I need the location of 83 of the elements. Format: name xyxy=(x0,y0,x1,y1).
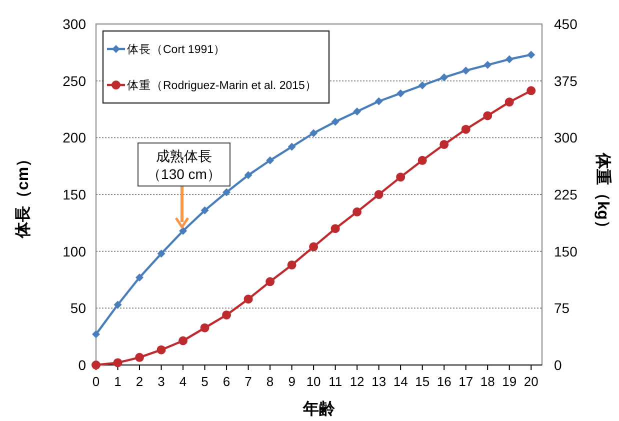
point xyxy=(113,358,122,368)
point xyxy=(136,273,144,282)
y2-tick-label: 375 xyxy=(554,72,578,89)
x-tick-label: 13 xyxy=(372,374,386,389)
x-tick-label: 2 xyxy=(136,374,144,389)
point xyxy=(353,108,362,116)
y2-tick-label: 450 xyxy=(554,16,578,32)
y-tick-label: 100 xyxy=(62,243,86,260)
y2-tick-label: 300 xyxy=(554,130,578,146)
y-axis-title: 体長（cm） xyxy=(14,150,32,240)
point xyxy=(288,142,296,151)
annotation: （130 cm） xyxy=(147,166,221,182)
point xyxy=(222,188,231,196)
x-tick-label: 1 xyxy=(114,374,122,389)
point xyxy=(505,55,514,64)
y-tick-label: 0 xyxy=(78,357,86,373)
y-tick-label: 300 xyxy=(62,16,86,32)
annotation: 成熟体長 xyxy=(156,148,212,164)
y2-tick-label: 150 xyxy=(554,243,578,260)
point xyxy=(200,323,210,332)
point xyxy=(374,97,383,106)
point xyxy=(330,224,340,234)
point xyxy=(156,345,166,354)
x-tick-label: 4 xyxy=(179,374,187,389)
x-tick-label: 19 xyxy=(502,374,517,389)
point xyxy=(418,81,426,90)
x-tick-label: 5 xyxy=(201,374,208,389)
point xyxy=(179,226,188,235)
point xyxy=(396,172,406,182)
x-tick-label: 6 xyxy=(222,374,230,389)
x-tick-label: 15 xyxy=(415,374,430,389)
x-tick-label: 9 xyxy=(288,374,296,389)
point xyxy=(200,206,209,214)
y2-tick-label: 75 xyxy=(554,300,570,316)
point xyxy=(310,129,318,138)
point xyxy=(440,73,448,82)
x-tick-label: 20 xyxy=(524,374,538,389)
point xyxy=(287,260,296,270)
x-tick-label: 11 xyxy=(328,374,342,389)
point xyxy=(527,50,536,59)
point xyxy=(244,294,253,304)
point xyxy=(396,89,405,98)
x-tick-label: 0 xyxy=(92,374,100,389)
point xyxy=(352,207,362,216)
point xyxy=(484,60,492,69)
point xyxy=(331,118,340,126)
point xyxy=(244,171,252,180)
point xyxy=(374,190,384,199)
x-tick-label: 16 xyxy=(436,374,452,389)
point xyxy=(157,250,166,258)
y-tick-label: 250 xyxy=(62,72,86,89)
point xyxy=(462,66,470,75)
x-tick-label: 18 xyxy=(480,374,495,389)
y2-axis-title: 体重（kg） xyxy=(594,152,612,236)
point xyxy=(222,310,232,320)
point xyxy=(309,242,318,252)
legend-label: 体重（Rodriguez-Marin et al. 2015） xyxy=(127,79,317,92)
y2-tick-label: 0 xyxy=(554,357,562,373)
point xyxy=(135,352,144,362)
x-tick-label: 12 xyxy=(350,374,364,389)
x-axis-title: 年齢 xyxy=(302,400,336,418)
y-tick-label: 200 xyxy=(62,130,86,146)
y-tick-label: 150 xyxy=(62,186,86,202)
x-tick-label: 8 xyxy=(266,374,274,389)
x-tick-label: 7 xyxy=(244,374,252,389)
point xyxy=(178,336,188,346)
x-tick-label: 17 xyxy=(458,374,474,389)
point xyxy=(526,86,536,96)
point xyxy=(266,277,275,286)
x-tick-label: 3 xyxy=(158,374,165,389)
point xyxy=(114,300,122,309)
y-tick-label: 50 xyxy=(70,300,86,316)
point xyxy=(461,124,470,134)
point xyxy=(440,140,449,149)
y2-tick-label: 225 xyxy=(554,186,578,202)
point xyxy=(266,156,274,164)
point xyxy=(483,111,492,120)
point xyxy=(418,156,427,165)
point xyxy=(504,98,514,107)
x-tick-label: 14 xyxy=(393,374,408,389)
x-tick-label: 10 xyxy=(306,374,321,389)
point xyxy=(92,330,100,338)
legend-label: 体長（Cort 1991） xyxy=(127,43,226,56)
